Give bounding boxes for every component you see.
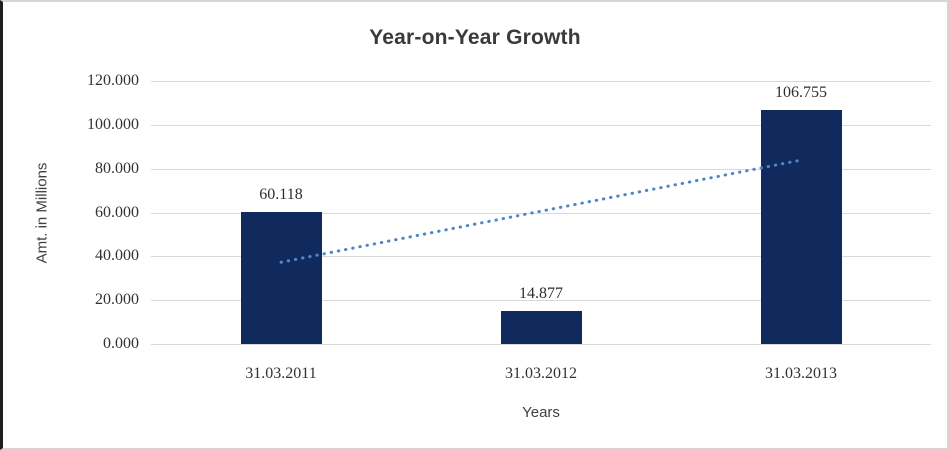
- trendline: [279, 158, 803, 264]
- y-axis-tick-label: 20.000: [95, 291, 139, 309]
- gridline: [151, 300, 931, 302]
- bar-31.03.2013: [760, 110, 842, 344]
- bar-value-label: 14.877: [519, 285, 563, 303]
- gridline: [151, 256, 931, 258]
- gridline: [151, 124, 931, 126]
- y-axis-tick-label: 0.000: [103, 335, 139, 352]
- bar-31.03.2011: [240, 212, 322, 344]
- x-axis-category-label: 31.03.2011: [245, 365, 317, 382]
- plot-area: 60.118 14.877 106.755: [151, 81, 931, 345]
- y-axis-tick-label: 100.000: [87, 115, 139, 133]
- gridline: [151, 168, 931, 170]
- x-axis-title: Years: [522, 404, 560, 421]
- x-axis-category-label: 31.03.2012: [505, 365, 577, 382]
- chart-title: Year-on-Year Growth: [369, 26, 581, 49]
- bar-31.03.2012: [500, 311, 582, 344]
- y-axis-tick-label: 40.000: [95, 247, 139, 265]
- bar-value-label: 106.755: [775, 84, 827, 102]
- y-axis-tick-label: 60.000: [95, 203, 139, 221]
- x-axis-category-label: 31.03.2013: [765, 365, 837, 382]
- bar-value-label: 60.118: [259, 186, 303, 204]
- gridline: [151, 81, 931, 82]
- gridline: [151, 344, 931, 345]
- y-axis-tick-label: 80.000: [95, 159, 139, 177]
- gridline: [151, 212, 931, 214]
- y-axis-tick-label: 120.000: [87, 72, 139, 89]
